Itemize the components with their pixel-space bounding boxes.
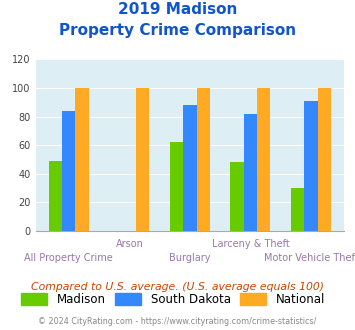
Bar [49, 161, 62, 231]
Bar [197, 88, 210, 231]
Text: Compared to U.S. average. (U.S. average equals 100): Compared to U.S. average. (U.S. average … [31, 282, 324, 292]
Text: All Property Crime: All Property Crime [24, 253, 113, 263]
Bar [136, 88, 149, 231]
Legend: Madison, South Dakota, National: Madison, South Dakota, National [17, 288, 330, 311]
Text: Burglary: Burglary [169, 253, 211, 263]
Bar [170, 142, 183, 231]
Text: 2019 Madison: 2019 Madison [118, 2, 237, 16]
Text: Motor Vehicle Theft: Motor Vehicle Theft [264, 253, 355, 263]
Bar [183, 105, 197, 231]
Bar [257, 88, 271, 231]
Text: Property Crime Comparison: Property Crime Comparison [59, 23, 296, 38]
Bar [62, 111, 76, 231]
Text: Arson: Arson [115, 239, 143, 249]
Bar [230, 162, 244, 231]
Bar [304, 101, 318, 231]
Bar [76, 88, 89, 231]
Bar [318, 88, 331, 231]
Text: © 2024 CityRating.com - https://www.cityrating.com/crime-statistics/: © 2024 CityRating.com - https://www.city… [38, 317, 317, 326]
Bar [244, 114, 257, 231]
Bar [291, 188, 304, 231]
Text: Larceny & Theft: Larceny & Theft [212, 239, 289, 249]
